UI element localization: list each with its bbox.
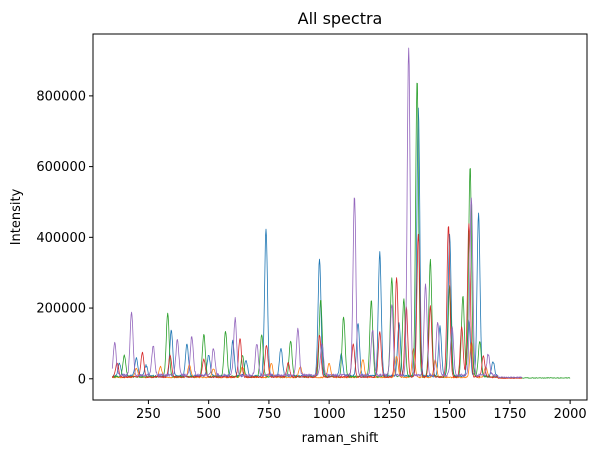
y-axis: 0 200000 400000 600000 800000 [36, 89, 93, 387]
y-tick-label: 400000 [36, 231, 86, 246]
x-tick-label: 1000 [313, 407, 346, 422]
x-tick-label: 2000 [554, 407, 587, 422]
y-tick-label: 600000 [36, 160, 86, 175]
x-tick-label: 500 [196, 407, 221, 422]
x-tick-label: 1750 [493, 407, 526, 422]
x-tick-label: 1250 [373, 407, 406, 422]
plot-frame [92, 33, 588, 401]
series-layer [111, 47, 571, 379]
y-tick-label: 800000 [36, 89, 86, 104]
x-axis-label: raman_shift [302, 431, 379, 446]
x-axis: 250 500 750 1000 1250 1500 1750 2000 [136, 400, 587, 422]
y-tick-label: 200000 [36, 302, 86, 317]
spectrum-series-line [111, 47, 523, 379]
x-tick-label: 250 [136, 407, 161, 422]
x-tick-label: 750 [256, 407, 281, 422]
spectrum-series-line [111, 223, 523, 379]
y-axis-label: Intensity [9, 188, 24, 245]
y-tick-label: 0 [78, 372, 86, 387]
x-tick-label: 1500 [433, 407, 466, 422]
chart-title: All spectra [298, 9, 383, 28]
